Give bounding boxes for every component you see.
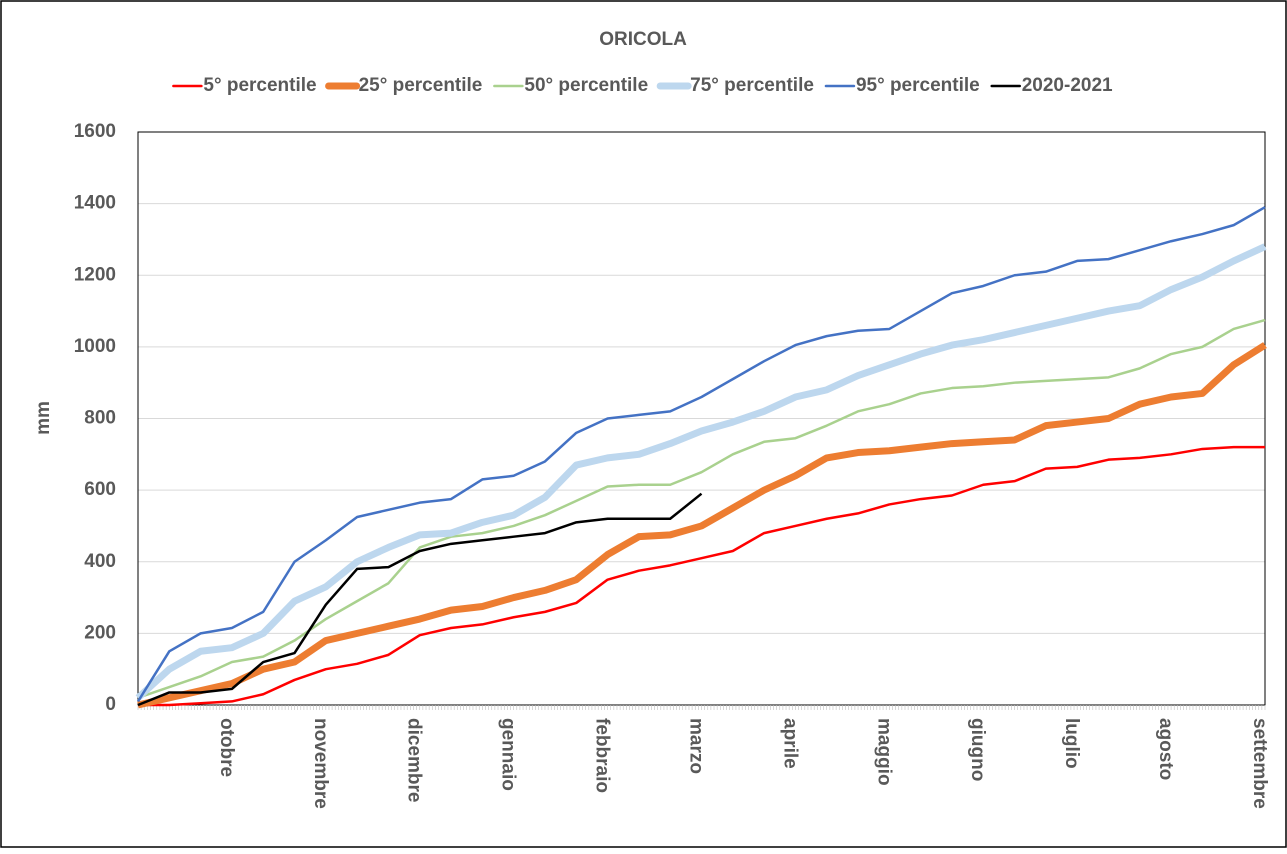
series-line xyxy=(136,206,1266,703)
x-tick-label: marzo xyxy=(685,718,706,774)
series-line xyxy=(137,318,1266,700)
y-tick-label: 1400 xyxy=(74,193,116,214)
series-line xyxy=(137,342,1267,709)
series-line xyxy=(138,445,1265,707)
x-tick-label: maggio xyxy=(873,718,894,786)
y-tick-label: 0 xyxy=(105,694,116,715)
x-tick-label: luglio xyxy=(1061,718,1082,769)
x-tick-label: gennaio xyxy=(498,718,519,791)
legend-label: 2020-2021 xyxy=(1022,75,1113,96)
x-tick-label: febbraio xyxy=(592,718,613,793)
x-tick-label: aprile xyxy=(779,718,800,769)
series-line xyxy=(135,243,1267,701)
x-tick-label: agosto xyxy=(1155,718,1176,780)
series-line xyxy=(137,492,703,707)
y-tick-label: 400 xyxy=(84,551,116,572)
legend-label: 50° percentile xyxy=(524,75,648,96)
x-tick-label: giugno xyxy=(967,718,988,781)
legend-label: 25° percentile xyxy=(359,75,483,96)
chart-title: ORICOLA xyxy=(599,29,687,50)
legend-label: 5° percentile xyxy=(203,75,316,96)
x-tick-label: otobre xyxy=(216,718,237,777)
legend-label: 95° percentile xyxy=(856,75,980,96)
y-tick-label: 800 xyxy=(84,408,116,429)
legend-label: 75° percentile xyxy=(690,75,814,96)
y-axis-label: mm xyxy=(33,401,54,435)
y-tick-label: 200 xyxy=(84,622,116,643)
y-tick-label: 1600 xyxy=(74,121,116,142)
x-tick-label: dicembre xyxy=(404,718,425,802)
legend: 5° percentile 25° percentile 50° percentil… xyxy=(172,75,1113,96)
y-tick-label: 600 xyxy=(84,479,116,500)
y-tick-label: 1200 xyxy=(74,264,116,285)
x-tick-label: settembre xyxy=(1249,718,1270,809)
y-tick-label: 1000 xyxy=(74,336,116,357)
x-tick-label: novembre xyxy=(310,718,331,809)
